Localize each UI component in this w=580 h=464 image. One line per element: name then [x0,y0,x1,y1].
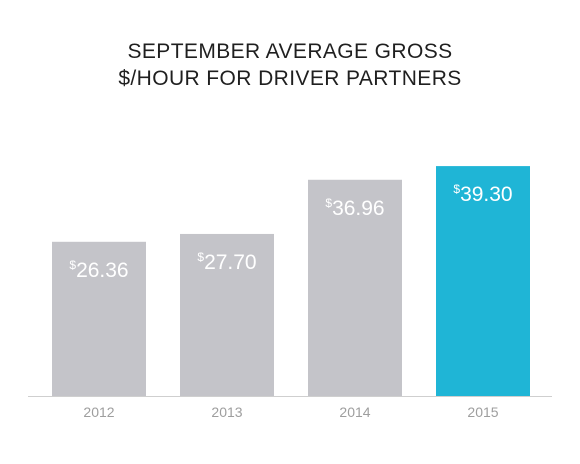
bars-group [52,166,530,396]
x-tick-label-2013: 2013 [211,404,242,420]
x-tick-label-2012: 2012 [83,404,114,420]
x-tick-label-2015: 2015 [467,404,498,420]
bar-value: 39.30 [460,183,513,206]
x-axis-tick-labels: 2012 2013 2014 2015 [83,404,498,420]
chart-title: SEPTEMBER AVERAGE GROSS $/HOUR FOR DRIVE… [0,38,580,92]
x-tick-label-2014: 2014 [339,404,370,420]
currency-symbol: $ [69,258,76,272]
bar-2012 [52,241,146,396]
currency-symbol: $ [453,182,460,196]
bar-value: 36.96 [332,197,385,220]
bar-2015 [436,166,530,396]
currency-symbol: $ [197,250,204,264]
bar-2014 [308,179,402,396]
bar-value-labels: $26.36$27.70$36.96$39.30 [69,182,512,282]
bar-value: 26.36 [76,259,129,282]
bar-value-label-2015: $39.30 [453,182,512,206]
chart-title-line-1: SEPTEMBER AVERAGE GROSS [127,40,453,63]
chart-title-line-2: $/HOUR FOR DRIVER PARTNERS [118,67,462,90]
bar-value: 27.70 [204,251,257,274]
bar-value-label-2014: $36.96 [325,196,384,220]
bar-2013 [180,233,274,396]
currency-symbol: $ [325,196,332,210]
bar-value-label-2013: $27.70 [197,250,256,274]
bar-value-label-2012: $26.36 [69,258,128,282]
